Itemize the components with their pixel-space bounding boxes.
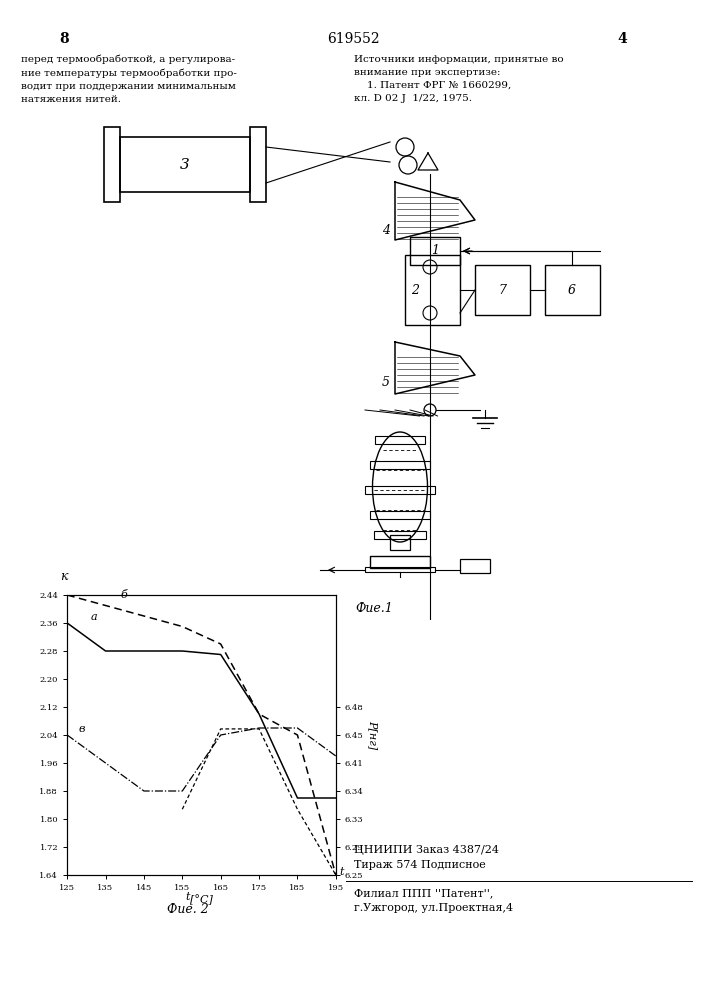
Bar	[365, 486, 435, 494]
Bar	[250, 127, 266, 202]
Bar	[545, 265, 600, 315]
Text: 7: 7	[498, 284, 506, 296]
Bar	[104, 127, 120, 202]
Y-axis label: P[нг]: P[нг]	[368, 720, 378, 750]
Text: 3: 3	[180, 158, 190, 172]
Text: ЦНИИПИ Заказ 4387/24
Тираж 574 Подписное: ЦНИИПИ Заказ 4387/24 Тираж 574 Подписное	[354, 845, 498, 870]
Bar	[410, 237, 460, 265]
Text: t: t	[339, 867, 344, 877]
Bar	[374, 531, 426, 539]
Text: 619552: 619552	[327, 32, 380, 46]
Text: 2: 2	[411, 284, 419, 296]
Text: 8: 8	[59, 32, 69, 46]
Bar	[390, 535, 410, 550]
Text: б: б	[121, 590, 128, 600]
X-axis label: [°C]: [°C]	[190, 895, 213, 905]
Bar	[370, 511, 430, 519]
Text: Фие. 2: Фие. 2	[167, 903, 209, 916]
Bar	[375, 436, 425, 444]
Text: 4: 4	[382, 224, 390, 236]
Bar	[370, 461, 430, 469]
Text: перед термообработкой, а регулирова-
ние температуры термообработки про-
водит п: перед термообработкой, а регулирова- ние…	[21, 55, 237, 104]
Text: 4: 4	[617, 32, 627, 46]
Text: a: a	[90, 612, 97, 622]
Text: к: к	[60, 570, 68, 583]
Text: 5: 5	[382, 376, 390, 389]
Text: в: в	[78, 724, 85, 734]
Text: Фие.1: Фие.1	[355, 602, 393, 615]
Text: t: t	[186, 892, 190, 902]
Bar	[405, 255, 460, 325]
Text: Филиал ППП ''Патент'',
г.Ужгород, ул.Проектная,4: Филиал ППП ''Патент'', г.Ужгород, ул.Про…	[354, 888, 513, 913]
Bar	[475, 265, 530, 315]
Bar	[120, 137, 250, 192]
Bar	[370, 556, 430, 568]
Text: Источники информации, принятые во
внимание при экспертизе:
    1. Патент ФРГ № 1: Источники информации, принятые во вниман…	[354, 55, 563, 103]
Bar	[365, 567, 435, 572]
Bar	[460, 559, 490, 573]
Text: 6: 6	[568, 284, 576, 296]
Text: 1: 1	[431, 244, 439, 257]
